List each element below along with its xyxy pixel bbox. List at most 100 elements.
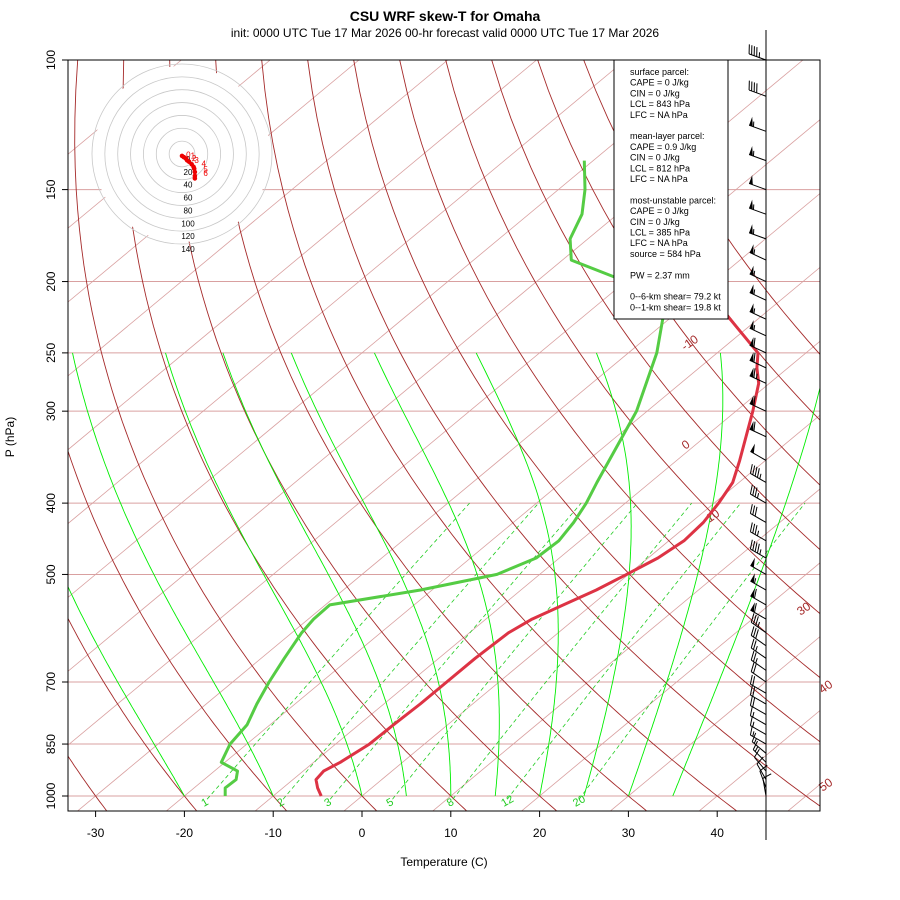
chart-title: CSU WRF skew-T for Omaha	[350, 8, 541, 24]
y-tick-label: 700	[44, 672, 58, 692]
wind-barb-staff	[750, 451, 767, 461]
wind-barb	[748, 44, 767, 61]
plot-frame	[67, 59, 821, 812]
wind-barb-half	[753, 738, 757, 744]
hodograph-ring	[155, 127, 209, 181]
x-axis-label: Temperature (C)	[400, 855, 487, 869]
wind-barb	[750, 626, 767, 647]
y-tick-label: 1000	[44, 782, 58, 809]
wind-barb-flag	[749, 337, 754, 347]
info-box-line: LCL = 812 hPa	[630, 163, 690, 173]
wind-barb-flag	[750, 588, 755, 598]
mixing-ratio-label: 1	[199, 796, 210, 809]
isotherm	[68, 60, 537, 451]
dry-adiabat-label: 30	[794, 599, 813, 618]
wind-barb-half	[756, 492, 760, 499]
wind-barb-full	[753, 603, 757, 613]
isotherm	[432, 488, 820, 811]
wind-barb	[750, 573, 767, 591]
dry-adiabat-label: 40	[816, 677, 835, 696]
dry-adiabat	[307, 60, 820, 807]
wind-barb-staff	[750, 513, 767, 523]
wind-barb-staff	[750, 694, 767, 705]
x-tick-label: -30	[87, 826, 105, 840]
wind-barb-full	[753, 368, 756, 378]
wind-barb-staff	[748, 182, 767, 191]
hodograph-ring-label: 80	[184, 206, 193, 215]
dry-adiabat	[74, 60, 378, 811]
wind-barb-staff	[750, 621, 767, 634]
dry-adiabat	[169, 60, 558, 811]
wind-barb	[749, 725, 767, 745]
wind-barb-full	[752, 676, 756, 686]
wind-barb	[749, 320, 767, 337]
isotherm	[520, 562, 820, 811]
isotherm	[609, 636, 820, 811]
wind-barb-full	[753, 396, 756, 406]
info-box-line: CIN = 0 J/kg	[630, 217, 680, 227]
hodograph-height-label: 6	[203, 169, 208, 178]
wind-barb-full	[752, 505, 756, 515]
hodograph-height-label: 4	[202, 159, 207, 168]
wind-barb-staff	[750, 531, 767, 542]
isotherm	[68, 119, 820, 746]
wind-barb-half	[754, 746, 759, 752]
wind-barb-staff	[749, 375, 767, 384]
wind-barb	[748, 146, 767, 162]
wind-barb-flag	[749, 199, 753, 210]
y-tick-label: 850	[44, 734, 58, 754]
hodograph-ring-label: 60	[184, 194, 193, 203]
y-axis-label: P (hPa)	[3, 417, 17, 457]
wind-barb	[748, 224, 767, 240]
chart-subtitle: init: 0000 UTC Tue 17 Mar 2026 00-hr for…	[231, 26, 660, 40]
wind-barb	[748, 116, 767, 132]
x-tick-label: 10	[444, 826, 458, 840]
info-box-line: CAPE = 0 J/kg	[630, 206, 689, 216]
wind-barb-full	[752, 640, 757, 650]
wind-barb-half	[753, 308, 756, 314]
wind-barb-full	[755, 616, 759, 626]
dry-adiabat	[353, 60, 820, 743]
mixing-ratio-line	[578, 502, 806, 800]
hodograph-ring-label: 140	[181, 245, 195, 254]
wind-barb-full	[749, 706, 753, 716]
x-tick-label: 30	[622, 826, 636, 840]
wind-barb-full	[749, 674, 753, 685]
wind-barb-flag	[749, 303, 754, 314]
wind-barb-staff	[750, 659, 767, 671]
info-box-line: LFC = NA hPa	[630, 174, 688, 184]
moist-adiabat	[68, 585, 185, 797]
hodograph-height-label: 0	[186, 150, 191, 159]
wind-barb-full	[754, 542, 758, 552]
wind-barb-staff	[750, 734, 767, 745]
info-box-line: LCL = 385 hPa	[630, 228, 690, 238]
wind-barb-full	[756, 468, 760, 478]
wind-barb-full	[752, 740, 758, 750]
y-tick-label: 250	[44, 343, 58, 363]
info-box-line: source = 584 hPa	[630, 249, 701, 259]
hodograph-ring	[91, 63, 273, 245]
moist-adiabat	[222, 352, 407, 797]
info-box-line: surface parcel:	[630, 67, 689, 77]
wind-barb-full	[749, 522, 753, 532]
wind-barb	[749, 352, 767, 369]
hodograph-ring	[168, 140, 196, 168]
dry-adiabat-label: 0	[679, 437, 693, 452]
wind-barb	[748, 175, 767, 191]
wind-barb-staff	[748, 124, 767, 132]
x-tick-label: 40	[711, 826, 725, 840]
wind-barb-full	[749, 504, 753, 514]
moist-adiabat	[583, 352, 632, 797]
wind-barb-full	[749, 464, 753, 474]
dry-adiabat	[491, 60, 820, 551]
wind-barb-half	[753, 270, 756, 277]
hodograph-ring-label: 120	[181, 232, 195, 241]
wind-barb	[750, 588, 767, 606]
wind-barb	[752, 740, 767, 763]
wind-barb-full	[750, 626, 755, 636]
mixing-ratio-lines	[206, 502, 806, 800]
hodograph-height-label: 1	[191, 152, 196, 161]
